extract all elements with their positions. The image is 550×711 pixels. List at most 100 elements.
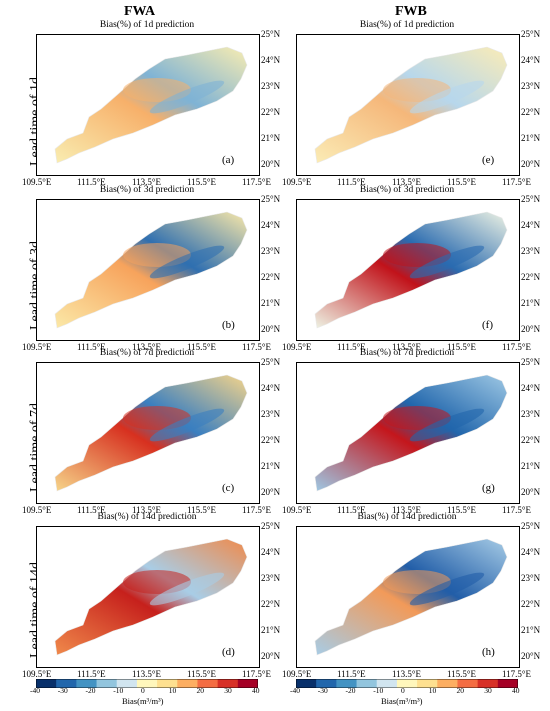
map-frame [296, 199, 520, 341]
colorbar-swatch [356, 679, 378, 688]
lat-label: 25°N [521, 29, 541, 39]
lon-label: 115.5°E [187, 342, 217, 352]
lat-label: 24°N [521, 55, 541, 65]
lat-label: 25°N [261, 521, 281, 531]
panel-tag: (e) [482, 154, 495, 166]
lat-label: 20°N [521, 159, 541, 169]
lat-label: 21°N [261, 625, 281, 635]
colorbar-swatch [36, 679, 57, 688]
colorbar-tick: -20 [345, 686, 356, 695]
colorbar-swatch [296, 679, 317, 688]
lat-label: 22°N [521, 272, 541, 282]
lat-label: 23°N [261, 81, 281, 91]
lat-label: 21°N [521, 298, 541, 308]
lat-label: 20°N [261, 651, 281, 661]
lat-label: 25°N [521, 194, 541, 204]
lat-label: 25°N [261, 194, 281, 204]
lat-label: 21°N [521, 625, 541, 635]
colorbar-tick: 10 [428, 686, 437, 695]
lat-label: 24°N [261, 547, 281, 557]
lon-label: 115.5°E [447, 342, 477, 352]
panel-tag: (g) [482, 482, 495, 494]
lat-label: 22°N [261, 435, 281, 445]
lat-label: 25°N [521, 521, 541, 531]
colorbar-tick: -30 [317, 686, 328, 695]
lon-label: 115.5°E [187, 669, 217, 679]
colorbar-swatch [396, 679, 418, 688]
lon-label: 111.5°E [77, 669, 106, 679]
lat-label: 22°N [521, 435, 541, 445]
lon-label: 117.5°E [242, 505, 272, 515]
colorbar-swatch [56, 679, 77, 688]
lat-label: 20°N [521, 324, 541, 334]
bias-map [54, 538, 248, 656]
colorbar-swatch [437, 679, 458, 688]
panel-tag: (a) [222, 154, 235, 166]
lon-label: 113.5°E [392, 177, 422, 187]
map-panel-fwa-3: Bias(%) of 7d prediction (c) 25°N 24°N 23°N 2… [22, 348, 280, 515]
map-panel-fwb-3: Bias(%) of 7d prediction (g) 25°N 24°N 23°N 2… [282, 348, 540, 515]
lon-label: 109.5°E [282, 505, 312, 515]
panel-title: Bias(%) of 7d prediction [359, 348, 455, 358]
lon-label: 117.5°E [242, 342, 272, 352]
lon-label: 117.5°E [502, 505, 532, 515]
bias-map [314, 46, 508, 164]
lon-label: 113.5°E [392, 505, 422, 515]
colorbar-swatch [217, 679, 239, 688]
colorbar-tick: 30 [224, 686, 232, 695]
lon-label: 113.5°E [132, 177, 162, 187]
lat-label: 21°N [521, 133, 541, 143]
colorbar-tick: 20 [196, 686, 205, 695]
lon-label: 109.5°E [282, 177, 312, 187]
lon-label: 111.5°E [77, 505, 106, 515]
lon-label: 111.5°E [337, 342, 366, 352]
panel-title: Bias(%) of 14d prediction [357, 512, 457, 522]
lon-label: 117.5°E [502, 342, 532, 352]
colorbar-swatch [316, 679, 337, 688]
lon-label: 109.5°E [282, 342, 312, 352]
lat-label: 22°N [521, 599, 541, 609]
lat-label: 22°N [261, 107, 281, 117]
panel-tag: (c) [222, 482, 235, 494]
lon-label: 109.5°E [282, 669, 312, 679]
lat-label: 22°N [261, 599, 281, 609]
map-frame [36, 362, 260, 504]
colorbar-tick: -40 [30, 686, 40, 695]
colorbar-swatch [336, 679, 358, 688]
panel-tag: (d) [222, 646, 235, 658]
bias-map [54, 211, 248, 329]
colorbar-swatch [457, 679, 479, 688]
lat-label: 22°N [521, 107, 541, 117]
lat-label: 23°N [521, 81, 541, 91]
lon-label: 109.5°E [22, 505, 52, 515]
lon-label: 117.5°E [502, 177, 532, 187]
lat-label: 22°N [261, 272, 281, 282]
lat-label: 25°N [261, 29, 281, 39]
lon-label: 115.5°E [447, 669, 477, 679]
panel-title: Bias(%) of 1d prediction [99, 20, 195, 30]
colorbar-swatch [497, 679, 519, 688]
lon-label: 111.5°E [77, 177, 106, 187]
colorbar-swatch [116, 679, 138, 688]
lon-label: 117.5°E [242, 669, 272, 679]
colorbar-tick: 30 [484, 686, 492, 695]
lat-label: 20°N [521, 651, 541, 661]
colorbar-swatch [477, 679, 499, 688]
lat-label: 25°N [521, 357, 541, 367]
lat-label: 24°N [261, 383, 281, 393]
map-frame [296, 526, 520, 668]
map-panel-fwa-2: Bias(%) of 3d prediction (b) 25°N 24°N 23°N 2… [22, 185, 280, 352]
lon-label: 111.5°E [337, 669, 366, 679]
map-frame [36, 199, 260, 341]
lat-label: 20°N [261, 159, 281, 169]
panel-title: Bias(%) of 7d prediction [99, 348, 195, 358]
panel-title: Bias(%) of 3d prediction [359, 185, 455, 195]
colorbar-tick: 0 [141, 686, 145, 695]
lon-label: 113.5°E [132, 669, 162, 679]
panel-tag: (f) [482, 319, 493, 331]
lat-label: 25°N [261, 357, 281, 367]
lat-label: 21°N [261, 461, 281, 471]
colorbar-tick: 0 [401, 686, 405, 695]
colorbar-swatch [197, 679, 219, 688]
colorbar-tick: 10 [168, 686, 177, 695]
